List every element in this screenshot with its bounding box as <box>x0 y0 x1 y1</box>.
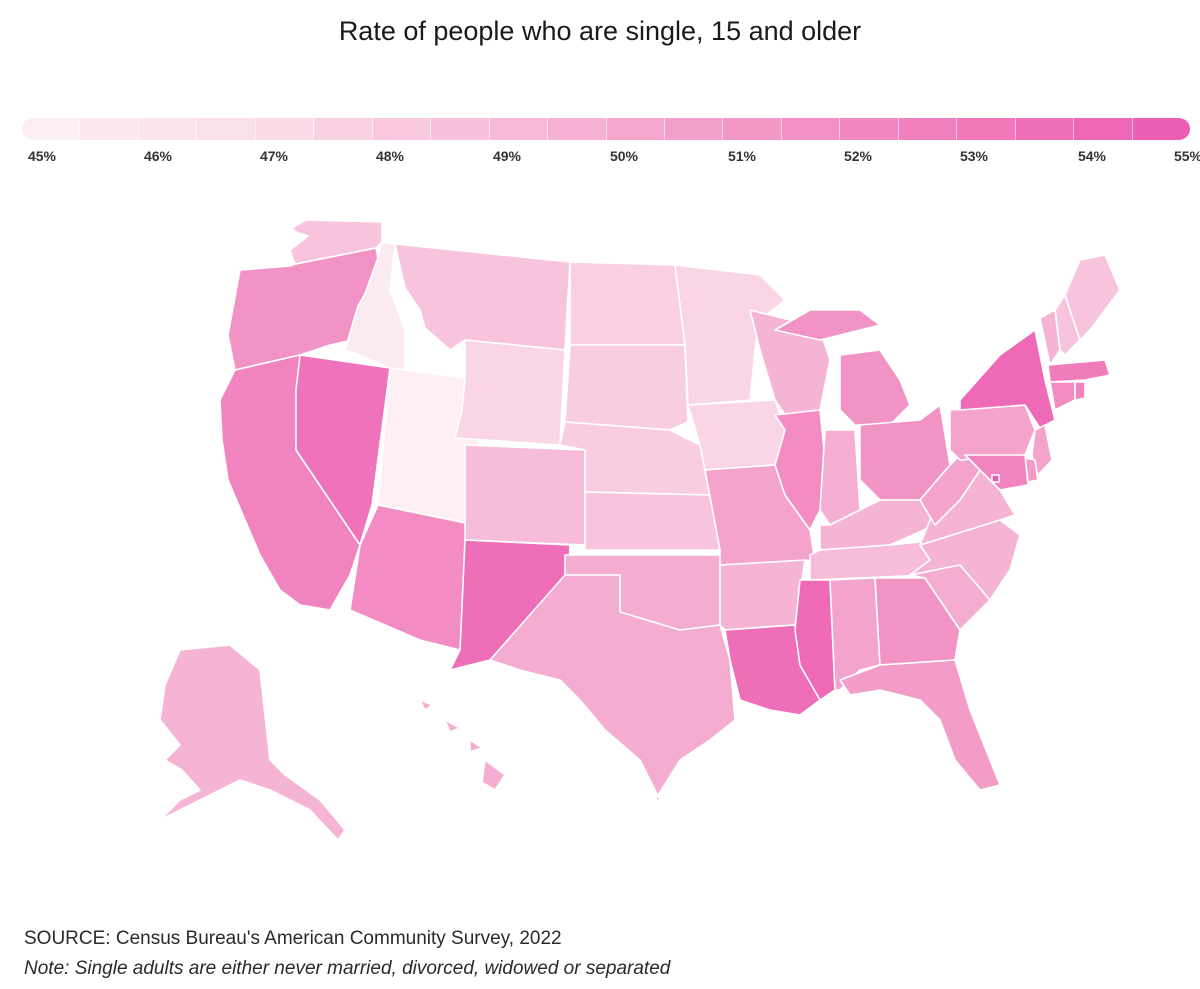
chart-title: Rate of people who are single, 15 and ol… <box>338 16 862 46</box>
legend-segment <box>138 118 198 140</box>
state-ct <box>1049 381 1076 411</box>
legend-gradient-bar <box>22 118 1190 140</box>
legend-tick-label: 55% <box>1173 148 1200 164</box>
state-sd <box>564 344 689 431</box>
legend-segment <box>80 118 139 140</box>
legend-segment <box>372 118 432 140</box>
legend-segment <box>898 118 958 140</box>
state-hi <box>419 699 506 791</box>
legend-tick-label: 50% <box>609 148 639 164</box>
legend-tick-label: 46% <box>143 148 173 164</box>
legend-tick-label: 47% <box>259 148 289 164</box>
state-ri <box>1074 381 1086 401</box>
us-choropleth-map <box>159 219 1120 841</box>
legend-segment <box>431 118 490 140</box>
legend-segment <box>781 118 841 140</box>
state-me <box>1064 254 1120 341</box>
state-mt <box>394 243 571 351</box>
legend-tick-label: 49% <box>492 148 522 164</box>
legend-ticks: 45% 46% 47% 48% 49% 50% 51% 52% 53% 54% 55% <box>22 148 1200 172</box>
source-text: SOURCE: Census Bureau's American Communi… <box>24 928 562 949</box>
legend-segment <box>255 118 315 140</box>
state-wa <box>289 219 383 265</box>
legend-segment <box>548 118 607 140</box>
state-dc <box>991 474 1000 483</box>
state-ia <box>687 399 786 471</box>
state-mi <box>774 309 911 426</box>
state-pa <box>949 404 1036 461</box>
state-ny <box>959 329 1056 429</box>
note-text: Note: Single adults are either never mar… <box>24 958 671 979</box>
state-il <box>774 409 826 531</box>
state-mn <box>674 264 786 406</box>
legend-segment <box>840 118 899 140</box>
legend-segment <box>606 118 665 140</box>
legend-segment <box>22 118 81 140</box>
state-id <box>344 241 406 371</box>
legend-segment <box>664 118 724 140</box>
state-nj <box>1031 424 1053 476</box>
legend-tick-label: 54% <box>1077 148 1107 164</box>
state-nh <box>1054 294 1081 356</box>
legend-tick-label: 45% <box>27 148 57 164</box>
state-ar <box>719 559 806 631</box>
state-tx <box>489 574 736 801</box>
legend-segment <box>1015 118 1075 140</box>
legend-segment <box>314 118 373 140</box>
legend-tick-label: 48% <box>375 148 405 164</box>
legend-segment <box>489 118 549 140</box>
state-nv <box>295 354 391 546</box>
legend-segment <box>723 118 782 140</box>
legend-tick-label: 53% <box>959 148 989 164</box>
state-md <box>964 454 1029 491</box>
state-ak <box>159 644 346 841</box>
legend-segment <box>1074 118 1133 140</box>
state-co <box>464 444 586 546</box>
legend-segment <box>957 118 1016 140</box>
state-ma <box>1047 359 1111 383</box>
state-wy <box>454 339 566 446</box>
state-in <box>819 429 861 526</box>
legend-tick-label: 51% <box>727 148 757 164</box>
color-legend: 45% 46% 47% 48% 49% 50% 51% 52% 53% 54% 55% <box>22 118 1200 178</box>
state-fl <box>839 659 1001 791</box>
state-nd <box>569 261 686 346</box>
legend-segment <box>197 118 256 140</box>
state-az <box>349 504 476 651</box>
legend-tick-label: 52% <box>843 148 873 164</box>
state-ks <box>584 491 721 551</box>
legend-segment <box>1132 118 1190 140</box>
